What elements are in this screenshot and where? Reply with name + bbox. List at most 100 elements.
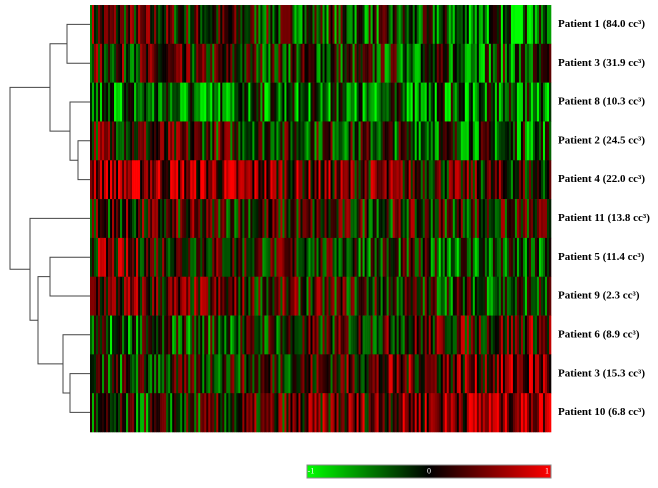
heat-cell	[522, 121, 526, 161]
heat-cell	[382, 315, 385, 355]
heat-cell	[442, 354, 446, 394]
heat-cell	[350, 393, 353, 433]
heat-cell	[188, 393, 191, 433]
heat-cell	[466, 82, 470, 122]
heat-cell	[386, 121, 389, 161]
heat-cell	[194, 354, 197, 394]
heat-cell	[366, 354, 369, 394]
heat-cell	[230, 121, 233, 161]
heat-cell	[426, 393, 430, 433]
heat-cell	[138, 121, 141, 161]
heat-cell	[472, 5, 476, 45]
heat-cell	[230, 82, 233, 122]
heat-cell	[370, 315, 373, 355]
heat-cell	[312, 5, 315, 45]
heat-cell	[252, 237, 255, 278]
heat-cell	[328, 82, 331, 122]
heat-cell	[446, 160, 450, 200]
heat-cell	[546, 315, 550, 355]
heat-cell	[174, 393, 177, 433]
heat-cell	[438, 393, 442, 433]
heat-cell	[224, 43, 227, 83]
heat-cell	[328, 393, 331, 433]
heat-cell	[268, 315, 271, 355]
heat-cell	[274, 315, 277, 355]
heat-cell	[144, 43, 147, 83]
heat-cell	[164, 199, 167, 239]
heat-cell	[520, 121, 524, 161]
heat-cell	[234, 5, 237, 45]
heat-cell	[128, 276, 131, 316]
heat-cell	[318, 393, 321, 433]
heat-cell	[236, 160, 239, 200]
heat-cell	[268, 199, 271, 239]
heat-cell	[180, 160, 183, 200]
row-label: Patient 9 (2.3 cc³)	[558, 290, 640, 302]
heat-cell	[516, 82, 520, 122]
heat-cell	[270, 393, 273, 433]
heat-cell	[350, 160, 353, 200]
heat-cell	[376, 5, 379, 45]
heat-cell	[96, 160, 99, 200]
heat-cell	[412, 393, 416, 433]
heat-cell	[302, 160, 305, 200]
heat-cell	[248, 237, 251, 278]
heat-cell	[542, 199, 546, 239]
heat-cell	[130, 82, 133, 122]
heat-cell	[530, 393, 534, 433]
heat-cell	[450, 354, 454, 394]
heat-cell	[502, 43, 506, 83]
heat-cell	[446, 354, 450, 394]
heat-cell	[492, 393, 496, 433]
heat-cell	[458, 276, 462, 316]
heat-cell	[242, 315, 245, 355]
heat-cell	[168, 160, 171, 200]
heat-cell	[344, 354, 347, 394]
heat-cell	[286, 276, 289, 316]
heat-cell	[162, 121, 165, 161]
heat-cell	[532, 354, 536, 394]
heat-cell	[300, 82, 303, 122]
heat-cell	[324, 276, 327, 316]
heat-cell	[464, 237, 468, 278]
heat-cell	[122, 199, 125, 239]
heat-cell	[510, 43, 514, 83]
heat-cell	[416, 121, 420, 161]
heat-cell	[480, 237, 484, 278]
heat-cell	[238, 393, 241, 433]
heat-cell	[340, 393, 343, 433]
heat-cell	[466, 5, 470, 45]
heat-cell	[294, 160, 297, 200]
heat-cell	[262, 276, 265, 316]
heat-cell	[232, 393, 235, 433]
heat-cell	[450, 276, 454, 316]
heat-cell	[384, 43, 387, 83]
heat-cell	[242, 82, 245, 122]
heat-cell	[468, 354, 472, 394]
heat-cell	[182, 354, 185, 394]
heat-cell	[396, 82, 399, 122]
heat-cell	[420, 82, 424, 122]
heat-cell	[186, 276, 189, 316]
heat-cell	[438, 315, 442, 355]
heat-cell	[166, 237, 169, 278]
heat-cell	[240, 315, 243, 355]
heat-cell	[302, 43, 305, 83]
heat-cell	[444, 160, 448, 200]
heat-cell	[344, 121, 347, 161]
heat-cell	[526, 121, 530, 161]
heat-cell	[454, 315, 458, 355]
heat-cell	[134, 5, 137, 45]
heat-cell	[294, 199, 297, 239]
heat-cell	[316, 354, 319, 394]
heat-cell	[214, 393, 217, 433]
heat-cell	[146, 393, 149, 433]
heat-cell	[544, 315, 548, 355]
heat-cell	[278, 121, 281, 161]
heat-cell	[366, 5, 369, 45]
heat-cell	[132, 82, 135, 122]
heat-cell	[152, 276, 155, 316]
heat-cell	[126, 82, 129, 122]
heat-cell	[230, 5, 233, 45]
heat-cell	[430, 121, 434, 161]
